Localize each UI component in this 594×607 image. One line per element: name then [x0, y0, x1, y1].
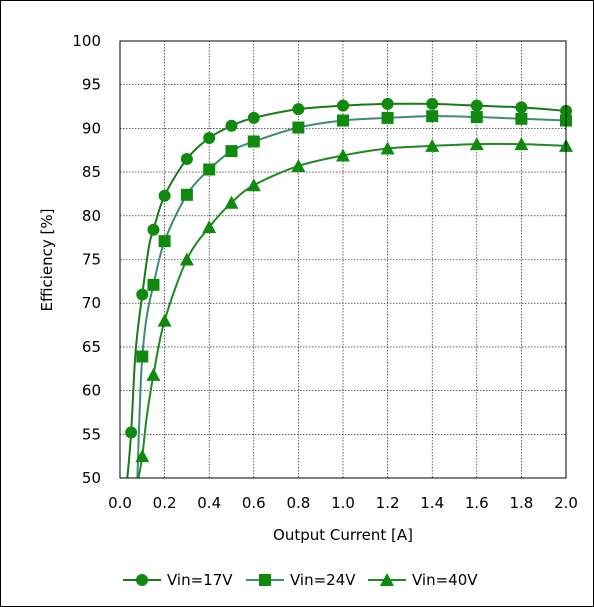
data-point [225, 119, 238, 132]
y-tick-label: 70 [82, 294, 101, 312]
y-tick-label: 75 [82, 251, 101, 269]
data-point [179, 252, 194, 266]
data-point [514, 137, 529, 151]
data-point [470, 99, 483, 112]
x-tick-label: 1.2 [376, 494, 400, 512]
data-point [146, 367, 161, 381]
series-line-vin-40v [137, 142, 566, 478]
data-point [292, 103, 305, 116]
data-point [202, 220, 217, 234]
data-point [291, 158, 306, 172]
x-tick-label: 0.4 [197, 494, 221, 512]
data-point [292, 121, 305, 134]
data-point [426, 97, 439, 110]
legend-marker [259, 574, 271, 586]
data-point [135, 449, 150, 463]
x-tick-labels: 0.0 0.2 0.4 0.6 0.8 1.0 1.2 1.4 1.6 1.8 2.0 [108, 494, 578, 512]
x-tick-label: 1.4 [420, 494, 444, 512]
x-tick-label: 0.6 [242, 494, 266, 512]
data-point [158, 189, 171, 202]
data-point [203, 163, 216, 176]
x-tick-label: 0.2 [153, 494, 177, 512]
x-tick-label: 1.6 [465, 494, 489, 512]
x-tick-label: 0.8 [286, 494, 310, 512]
data-point [425, 138, 440, 152]
data-point [337, 99, 349, 112]
data-point [426, 110, 439, 123]
legend-label: Vin=17V [167, 571, 233, 589]
data-point [147, 278, 160, 291]
data-point [203, 132, 216, 145]
data-point [158, 235, 171, 248]
data-point [470, 111, 483, 124]
data-point [180, 188, 193, 201]
data-point [224, 195, 239, 209]
x-tick-label: 2.0 [554, 494, 578, 512]
data-point [136, 350, 149, 363]
legend-label: Vin=24V [290, 571, 356, 589]
y-axis-label: Efficiency [%] [38, 209, 56, 312]
data-point [157, 313, 172, 327]
data-point [337, 114, 349, 127]
data-point [136, 288, 149, 301]
data-point [147, 223, 160, 236]
data-point [125, 426, 138, 439]
plot-border [119, 40, 567, 479]
data-point [515, 101, 528, 114]
y-tick-label: 90 [82, 119, 101, 137]
data-point [246, 178, 261, 192]
data-point [180, 152, 193, 165]
y-tick-label: 50 [82, 469, 101, 487]
data-point [336, 148, 350, 162]
y-tick-label: 80 [82, 207, 101, 225]
y-tick-label: 95 [82, 76, 101, 94]
x-tick-label: 1.8 [509, 494, 533, 512]
data-point [247, 135, 260, 148]
x-tick-label: 0.0 [108, 494, 132, 512]
data-point [469, 137, 484, 151]
data-point [515, 112, 528, 125]
y-tick-label: 55 [82, 425, 101, 443]
legend: Vin=17V Vin=24V Vin=40V [123, 571, 478, 589]
data-point [225, 145, 238, 158]
data-point [380, 141, 395, 155]
legend-marker [136, 574, 148, 586]
y-tick-labels: 50 55 60 65 70 75 80 85 90 95 100 [72, 32, 101, 487]
series-markers [125, 97, 573, 463]
legend-marker [380, 573, 394, 586]
legend-label: Vin=40V [412, 571, 478, 589]
y-tick-label: 65 [82, 338, 101, 356]
data-point [247, 111, 260, 124]
data-point [381, 97, 394, 110]
y-tick-label: 85 [82, 163, 101, 181]
y-tick-label: 60 [82, 382, 101, 400]
x-tick-label: 1.0 [331, 494, 355, 512]
x-axis-label: Output Current [A] [273, 526, 413, 544]
data-point [381, 111, 394, 124]
y-tick-label: 100 [72, 32, 101, 50]
